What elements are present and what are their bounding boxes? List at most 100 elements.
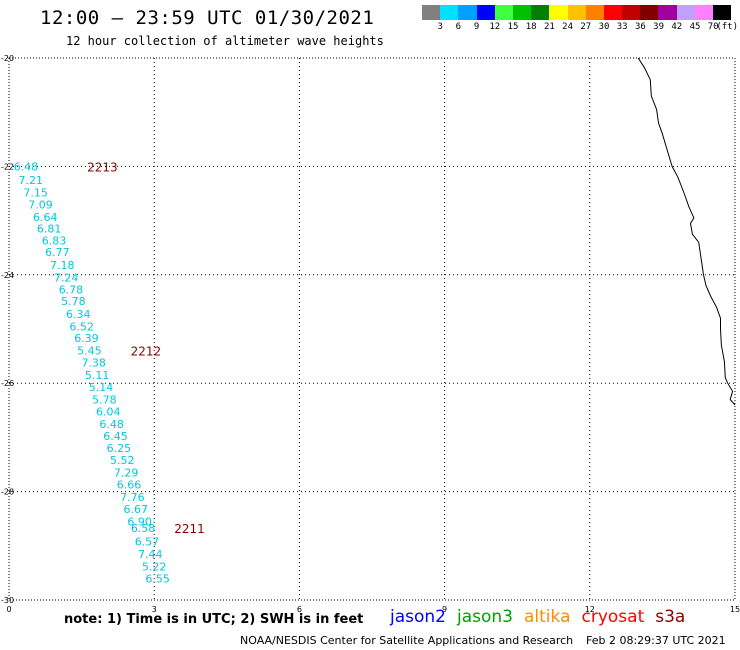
swh-value-label: 6.66: [117, 479, 142, 492]
colorbar: [422, 5, 732, 20]
map-subtitle: 12 hour collection of altimeter wave hei…: [66, 34, 384, 48]
pass-time-label: 2212: [131, 345, 162, 359]
x-tick-label: 6: [297, 605, 302, 614]
swh-value-label: 7.76: [120, 491, 145, 504]
pass-time-label: 2213: [87, 160, 118, 174]
colorbar-swatch: [567, 5, 586, 20]
swh-value-label: 7.15: [23, 186, 48, 199]
colorbar-swatch: [676, 5, 695, 20]
colorbar-label: 15: [507, 22, 519, 32]
colorbar-label: 45: [689, 22, 701, 32]
swh-value-label: 6.39: [74, 332, 99, 345]
swh-value-label: 5.78: [61, 295, 86, 308]
swh-value-label: 6.58: [131, 522, 156, 535]
satellite-legend: jason2 jason3 altika cryosat s3a: [390, 607, 696, 627]
colorbar-swatch: [440, 5, 459, 20]
swh-value-label: 7.24: [54, 272, 79, 285]
swh-value-label: 6.83: [42, 235, 67, 248]
generated-timestamp: Feb 2 08:29:37 UTC 2021: [586, 634, 726, 647]
colorbar-swatch: [640, 5, 659, 20]
swh-value-label: 6.64: [33, 211, 58, 224]
y-tick-label: -30: [1, 596, 14, 605]
colorbar-swatch: [694, 5, 713, 20]
x-tick-label: 12: [585, 605, 595, 614]
swh-value-label: 6.77: [45, 246, 70, 259]
colorbar-label: (ft): [716, 22, 739, 32]
legend-jason2: jason2: [390, 607, 446, 627]
swh-value-label: 5.45: [77, 345, 102, 358]
swh-value-label: 6.67: [124, 503, 149, 516]
colorbar-label: 36: [634, 22, 646, 32]
colorbar-label: 70: [707, 22, 719, 32]
x-tick-label: 9: [442, 605, 447, 614]
swh-value-label: 6.04: [96, 405, 121, 418]
colorbar-label: 18: [525, 22, 537, 32]
x-tick-label: 15: [730, 605, 740, 614]
coastline: [637, 57, 736, 406]
swh-value-label: 6.55: [145, 572, 170, 585]
swh-value-label: 6.34: [66, 308, 91, 321]
swh-value-label: 7.09: [28, 198, 53, 211]
colorbar-label: 21: [543, 22, 555, 32]
swh-value-label: 6.81: [37, 223, 62, 236]
colorbar-label: 33: [616, 22, 628, 32]
y-tick-label: -28: [1, 488, 14, 497]
colorbar-swatch: [658, 5, 677, 20]
colorbar-label: 27: [580, 22, 592, 32]
swh-value-label: 5.52: [110, 454, 135, 467]
colorbar-label: 12: [489, 22, 501, 32]
x-tick-label: 0: [6, 605, 11, 614]
pass-time-labels: 2213 2212 2211: [87, 160, 205, 536]
units-note: note: 1) Time is in UTC; 2) SWH is in fe…: [64, 612, 364, 627]
legend-altika: altika: [524, 607, 571, 627]
swh-value-label: 7.44: [138, 548, 163, 561]
colorbar-swatch: [422, 5, 441, 20]
colorbar-swatch: [603, 5, 623, 20]
colorbar-swatch: [713, 5, 732, 20]
colorbar-label: 39: [653, 22, 665, 32]
swh-value-label: 6.52: [69, 320, 94, 333]
swh-value-label: 5.14: [89, 381, 114, 394]
colorbar-label: 24: [562, 22, 574, 32]
y-tick-label: -22: [1, 162, 14, 171]
colorbar-label: 9: [473, 22, 480, 32]
colorbar-label: 42: [671, 22, 683, 32]
swh-value-label: 5.11: [85, 369, 110, 382]
y-tick-label: -24: [1, 271, 14, 280]
swh-value-label: 6.57: [135, 535, 160, 548]
colorbar-swatch: [549, 5, 568, 20]
swh-value-label: 5.78: [92, 393, 117, 406]
plot-frame: [8, 57, 736, 601]
swh-value-label: 6.78: [59, 283, 84, 296]
legend-s3a: s3a: [655, 607, 686, 627]
map-title: 12:00 – 23:59 UTC 01/30/2021: [40, 7, 375, 29]
colorbar-swatch: [585, 5, 604, 20]
swh-value-label: 7.21: [19, 174, 44, 187]
colorbar-swatch: [622, 5, 641, 20]
colorbar-label: 6: [455, 22, 462, 32]
swh-value-label: 6.25: [107, 442, 132, 455]
map-grid: [9, 58, 735, 600]
colorbar-swatch: [531, 5, 550, 20]
legend-cryosat: cryosat: [581, 607, 645, 627]
pass-time-label: 2211: [174, 522, 205, 536]
colorbar-label: 30: [598, 22, 610, 32]
colorbar-swatch: [458, 5, 477, 20]
swh-value-label: 6.48: [14, 160, 39, 173]
axis-tick-labels: 0 3 6 9 12 15 -20 -22 -24 -26 -28 -30: [1, 54, 740, 614]
y-tick-label: -20: [1, 54, 14, 63]
colorbar-swatch: [512, 5, 532, 20]
swh-value-label: 6.48: [99, 418, 124, 431]
swh-value-label: 7.18: [50, 259, 75, 272]
swh-value-label: 7.38: [81, 357, 106, 370]
y-tick-label: -26: [1, 379, 14, 388]
colorbar-swatch: [494, 5, 513, 20]
swh-value-label: 6.45: [103, 430, 128, 443]
legend-jason3: jason3: [457, 607, 513, 627]
colorbar-swatch: [476, 5, 495, 20]
credit-line: NOAA/NESDIS Center for Satellite Applica…: [240, 634, 574, 647]
colorbar-labels: 3 6 9 12 15 18 21 24 27 30 33 36 39 42 45 70 (ft): [422, 22, 740, 34]
swh-value-label: 6.90: [127, 515, 152, 528]
swh-value-label: 7.29: [114, 467, 139, 480]
